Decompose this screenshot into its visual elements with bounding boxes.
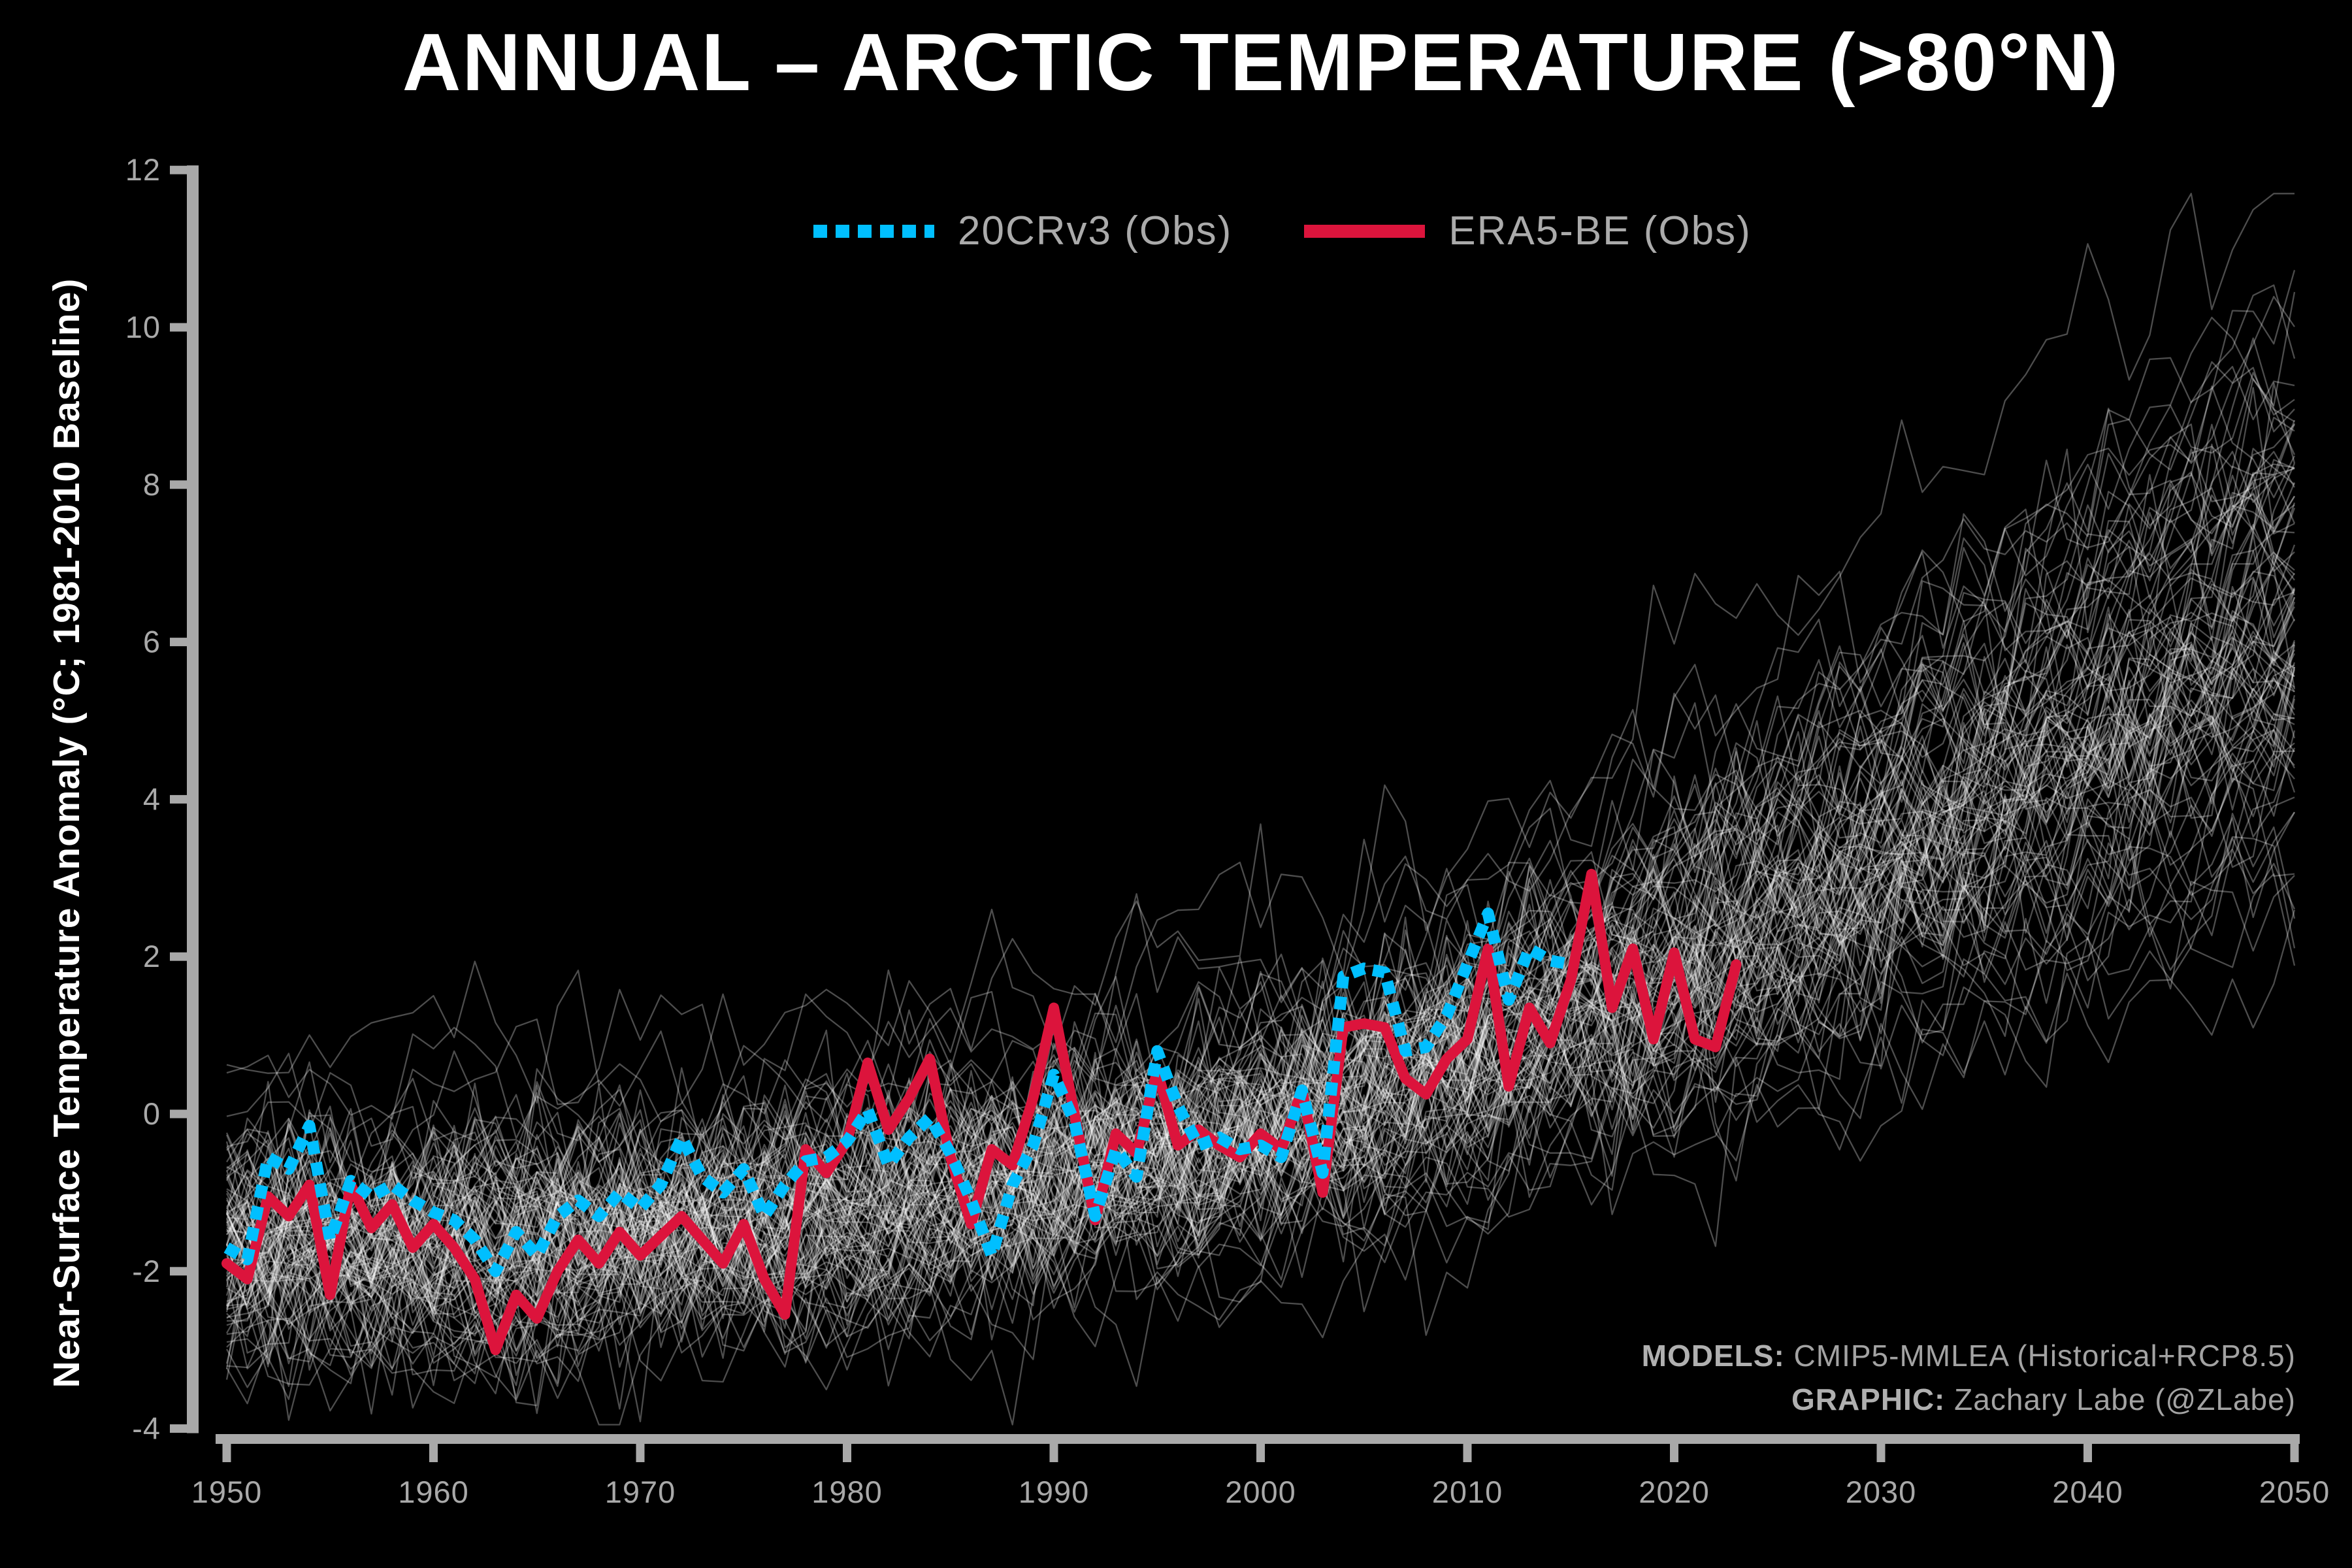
svg-text:2030: 2030 xyxy=(1846,1475,1917,1509)
legend-item-20crv3: 20CRv3 (Obs) xyxy=(813,208,1232,254)
svg-text:12: 12 xyxy=(125,152,161,187)
svg-text:2010: 2010 xyxy=(1432,1475,1503,1509)
svg-text:6: 6 xyxy=(143,625,161,659)
credit-models: MODELS: CMIP5-MMLEA (Historical+RCP8.5) xyxy=(1642,1334,2296,1378)
svg-text:2020: 2020 xyxy=(1639,1475,1710,1509)
graphic-value: Zachary Labe (@ZLabe) xyxy=(1945,1382,2296,1416)
legend-label-era5be: ERA5-BE (Obs) xyxy=(1448,208,1752,253)
svg-text:-4: -4 xyxy=(132,1411,161,1446)
solid-line-swatch-icon xyxy=(1304,224,1426,238)
graphic-key: GRAPHIC: xyxy=(1791,1382,1946,1416)
credit-graphic: GRAPHIC: Zachary Labe (@ZLabe) xyxy=(1642,1378,2296,1422)
svg-text:2: 2 xyxy=(143,939,161,973)
svg-text:2040: 2040 xyxy=(2052,1475,2123,1509)
svg-text:1990: 1990 xyxy=(1019,1475,1090,1509)
svg-text:-2: -2 xyxy=(132,1254,161,1288)
models-value: CMIP5-MMLEA (Historical+RCP8.5) xyxy=(1784,1339,2296,1373)
svg-text:4: 4 xyxy=(143,781,161,816)
legend-item-era5be: ERA5-BE (Obs) xyxy=(1304,208,1752,254)
svg-text:1970: 1970 xyxy=(605,1475,676,1509)
svg-text:8: 8 xyxy=(143,467,161,502)
models-key: MODELS: xyxy=(1641,1339,1785,1373)
svg-text:2050: 2050 xyxy=(2259,1475,2330,1509)
legend-label-20crv3: 20CRv3 (Obs) xyxy=(958,208,1233,253)
chart-title: ANNUAL – ARCTIC TEMPERATURE (>80°N) xyxy=(402,18,2120,108)
svg-text:0: 0 xyxy=(143,1096,161,1131)
credits: MODELS: CMIP5-MMLEA (Historical+RCP8.5) … xyxy=(1642,1334,2296,1422)
legend: 20CRv3 (Obs) ERA5-BE (Obs) xyxy=(813,208,1752,254)
dashed-line-swatch-icon xyxy=(813,224,934,238)
svg-text:2000: 2000 xyxy=(1225,1475,1296,1509)
svg-text:1960: 1960 xyxy=(398,1475,469,1509)
svg-text:1950: 1950 xyxy=(191,1475,263,1509)
svg-text:10: 10 xyxy=(125,310,161,344)
svg-text:1980: 1980 xyxy=(811,1475,883,1509)
